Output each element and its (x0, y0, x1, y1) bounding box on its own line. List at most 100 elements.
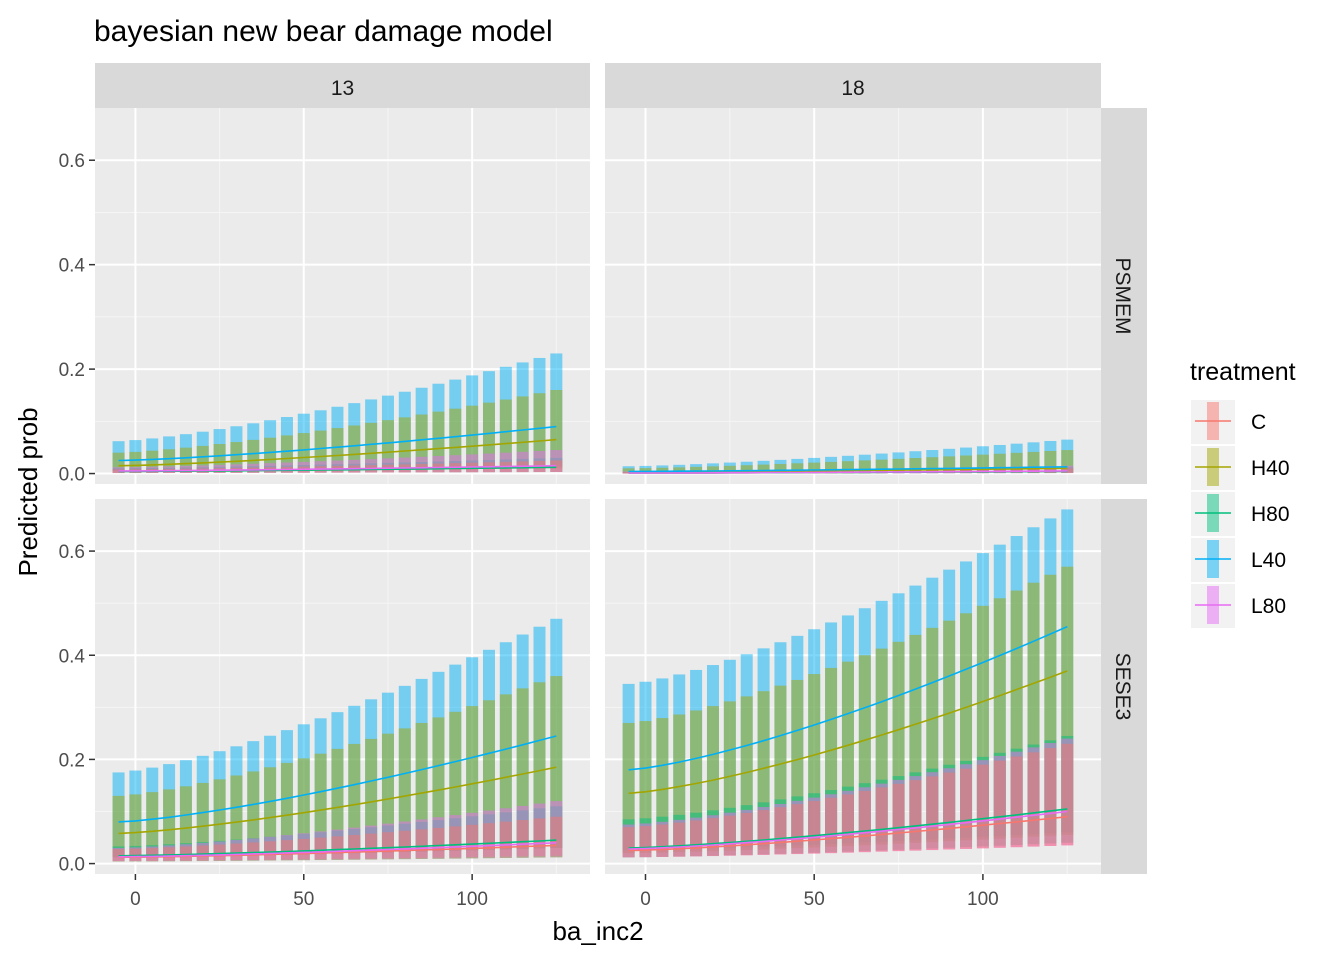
panel-13-SESE3 (95, 499, 590, 874)
interval-bar-H40 (808, 462, 821, 473)
legend-label-L80: L80 (1251, 595, 1286, 618)
interval-bar-C (774, 807, 787, 855)
legend: treatment C H40 H80 L40 L80 (1190, 358, 1296, 628)
interval-bar-H40 (230, 442, 243, 471)
interval-bar-H40 (264, 437, 277, 471)
y-axis-label: Predicted prob (13, 407, 43, 576)
interval-bar-H40 (297, 433, 310, 471)
facet-strip-row-SESE3 (1101, 499, 1147, 874)
panel-background (605, 108, 1101, 484)
interval-bar-C (112, 849, 125, 862)
interval-bar-H40 (280, 435, 293, 471)
interval-bar-C (841, 794, 854, 853)
interval-bar-H40 (129, 794, 142, 858)
interval-bar-H40 (656, 467, 669, 474)
interval-bar-H40 (415, 414, 428, 470)
interval-bar-H40 (146, 792, 159, 858)
interval-bar-H40 (398, 417, 411, 470)
interval-bar-C (926, 776, 939, 851)
x-tick-label: 100 (456, 889, 488, 910)
interval-bar-H40 (179, 786, 192, 857)
interval-bar-H40 (247, 771, 260, 856)
interval-bar-C (230, 843, 243, 861)
x-tick-label: 50 (293, 889, 314, 910)
interval-bar-H40 (449, 408, 462, 470)
legend-label-H80: H80 (1251, 503, 1290, 526)
interval-bar-H40 (516, 396, 529, 469)
legend-item-H80: H80 (1191, 492, 1290, 536)
x-tick-label: 0 (130, 889, 141, 910)
mean-line-H40 (118, 438, 557, 467)
y-tick-label: 0.2 (59, 750, 85, 771)
interval-bar-H40 (398, 728, 411, 853)
x-tick-label: 50 (804, 889, 825, 910)
interval-bar-H40 (466, 405, 479, 470)
interval-bar-C (314, 837, 327, 861)
x-tick-label: 100 (967, 889, 999, 910)
interval-bar-C (365, 833, 378, 860)
y-tick-label: 0.4 (59, 256, 86, 277)
interval-bar-H40 (314, 753, 327, 855)
interval-bar-C (449, 826, 462, 859)
mean-line-C (628, 815, 1068, 852)
interval-bar-H40 (331, 428, 344, 471)
interval-bar-H40 (247, 439, 260, 471)
facet-strip-col-18 (605, 63, 1101, 108)
interval-bar-C (112, 469, 125, 474)
interval-bar-H40 (213, 444, 226, 472)
mean-line-L40 (628, 466, 1068, 473)
interval-bar-C (622, 827, 635, 858)
interval-bar-H40 (163, 449, 176, 472)
mean-line-H80 (118, 839, 557, 857)
interval-bar-C (533, 818, 546, 858)
facet-strip-col-13 (95, 63, 590, 108)
interval-bar-H40 (825, 461, 838, 473)
mean-line-H40 (628, 670, 1068, 795)
interval-bar-C (943, 772, 956, 850)
legend-label-H40: H40 (1251, 457, 1290, 480)
legend-label-C: C (1251, 411, 1266, 434)
interval-bar-H40 (791, 463, 804, 473)
interval-bar-C (213, 844, 226, 861)
legend-item-H40: H40 (1191, 446, 1290, 490)
interval-bar-C (398, 830, 411, 860)
mean-line-L80 (118, 842, 557, 858)
interval-bar-C (415, 829, 428, 859)
interval-bar-C (1010, 756, 1023, 848)
interval-bar-H40 (533, 393, 546, 469)
interval-bar-C (280, 840, 293, 861)
interval-bar-C (791, 804, 804, 855)
legend-item-C: C (1191, 400, 1266, 444)
interval-bar-H40 (146, 450, 159, 472)
interval-bar-C (740, 812, 753, 856)
interval-bar-C (466, 824, 479, 859)
interval-bar-H40 (381, 420, 394, 470)
y-tick-label: 0.0 (59, 855, 85, 876)
mean-line-H80 (628, 808, 1068, 849)
interval-bar-C (432, 827, 445, 859)
interval-bar-H40 (112, 795, 125, 858)
interval-bar-H40 (196, 445, 209, 472)
interval-bar-H40 (706, 466, 719, 473)
interval-bar-H40 (129, 451, 142, 472)
facet-strip-col-label-18: 18 (841, 77, 864, 100)
legend-item-L40: L40 (1191, 538, 1286, 582)
interval-bar-C (723, 815, 736, 856)
x-tick-label: 0 (640, 889, 651, 910)
interval-bar-C (1061, 743, 1074, 846)
interval-bar-C (909, 780, 922, 851)
interval-bar-H40 (112, 452, 125, 472)
mean-line-L40 (628, 625, 1068, 771)
interval-bar-C (639, 826, 652, 858)
interval-bar-C (550, 816, 563, 858)
interval-bar-C (993, 760, 1006, 848)
legend-label-L40: L40 (1251, 549, 1286, 572)
interval-bar-H40 (622, 468, 635, 474)
interval-bar-C (892, 783, 905, 852)
interval-bar-H40 (348, 743, 361, 854)
chart-title: bayesian new bear damage model (94, 15, 553, 48)
interval-bar-H40 (179, 447, 192, 472)
interval-bar-H40 (348, 425, 361, 471)
interval-bar-H40 (690, 466, 703, 473)
